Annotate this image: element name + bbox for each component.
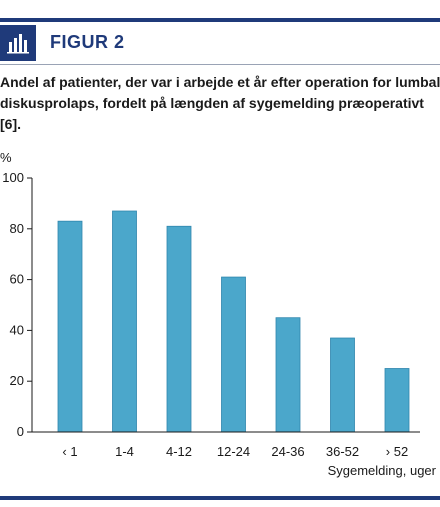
top-rule (0, 18, 440, 22)
y-tick-label: 40 (10, 322, 24, 337)
figure-caption: Andel af patienter, der var i arbejde et… (0, 72, 440, 135)
figure-label: FIGUR 2 (50, 32, 125, 52)
y-tick-label: 100 (2, 170, 24, 185)
y-axis-label: % (0, 150, 12, 165)
figure-header: FIGUR 2 (0, 22, 440, 62)
y-tick-label: 80 (10, 221, 24, 236)
bar (112, 210, 137, 433)
caption-line-1: Andel af patienter, der var i arbejde et… (0, 74, 440, 90)
y-tick-label: 0 (17, 424, 24, 439)
y-tick-label: 60 (10, 272, 24, 287)
caption-line-3: [6]. (0, 116, 21, 132)
caption-line-2: diskusprolaps, fordelt på længden af syg… (0, 95, 424, 111)
bar (330, 337, 355, 433)
x-tick-label: 12-24 (217, 444, 250, 459)
x-tick-label: 4-12 (166, 444, 192, 459)
bar-chart-icon (0, 25, 36, 61)
x-tick-label: 36-52 (326, 444, 359, 459)
x-tick-label: 1-4 (115, 444, 134, 459)
header-divider (0, 64, 440, 65)
x-tick-label: 24-36 (271, 444, 304, 459)
bar (275, 317, 301, 433)
y-tick-label: 20 (10, 373, 24, 388)
x-tick-label: ‹ 1 (62, 444, 77, 459)
x-tick-label: › 52 (386, 444, 408, 459)
bar (57, 220, 83, 433)
bottom-rule (0, 496, 440, 500)
bar (384, 368, 410, 433)
x-axis-label: Sygemelding, uger (328, 463, 437, 478)
bar (221, 276, 246, 433)
bar (166, 225, 192, 433)
